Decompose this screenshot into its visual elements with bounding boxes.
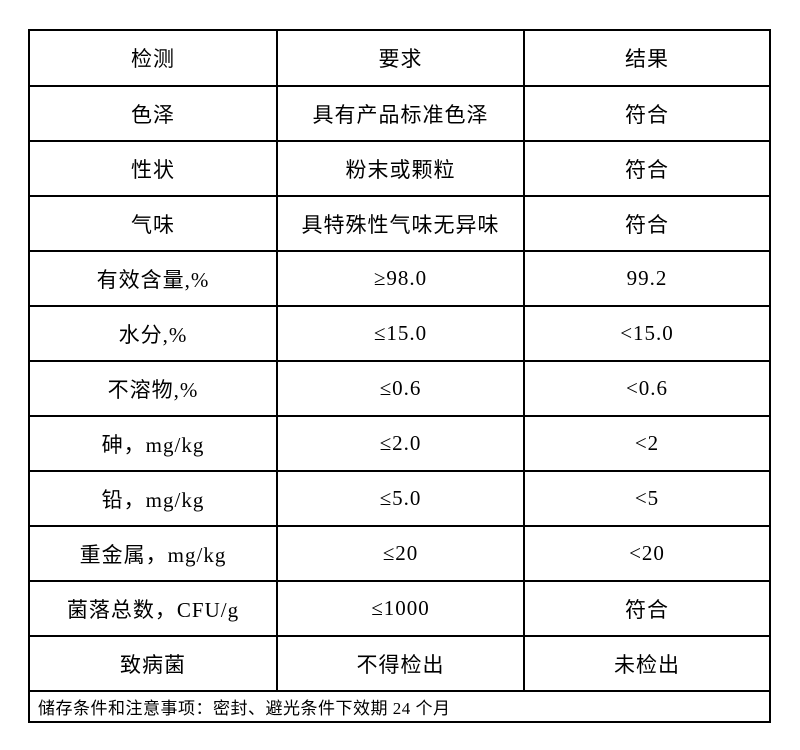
cell-result: <15.0	[523, 305, 771, 362]
cell-result: <0.6	[523, 360, 771, 417]
table-row: 气味 具特殊性气味无异味 符合	[28, 195, 771, 252]
cell-requirement: ≤1000	[276, 580, 525, 637]
cell-result: <5	[523, 470, 771, 527]
header-cell-result: 结果	[523, 29, 771, 87]
cell-result: 符合	[523, 85, 771, 142]
table-row: 水分,% ≤15.0 <15.0	[28, 305, 771, 362]
cell-test: 致病菌	[28, 635, 278, 692]
table-row: 性状 粉末或颗粒 符合	[28, 140, 771, 197]
cell-requirement: 具有产品标准色泽	[276, 85, 525, 142]
cell-requirement: ≤2.0	[276, 415, 525, 472]
cell-test: 菌落总数，CFU/g	[28, 580, 278, 637]
cell-result: 符合	[523, 140, 771, 197]
table-row: 菌落总数，CFU/g ≤1000 符合	[28, 580, 771, 637]
table-row: 不溶物,% ≤0.6 <0.6	[28, 360, 771, 417]
cell-test: 气味	[28, 195, 278, 252]
cell-result: 99.2	[523, 250, 771, 307]
cell-requirement: ≤0.6	[276, 360, 525, 417]
inspection-table: 检测 要求 结果 色泽 具有产品标准色泽 符合 性状 粉末或颗粒 符合 气味 具…	[28, 29, 771, 723]
table-footer-row: 储存条件和注意事项：密封、避光条件下效期 24 个月	[28, 690, 771, 723]
header-cell-requirement: 要求	[276, 29, 525, 87]
header-cell-test: 检测	[28, 29, 278, 87]
table-row: 重金属，mg/kg ≤20 <20	[28, 525, 771, 582]
cell-result: 符合	[523, 195, 771, 252]
cell-result: <20	[523, 525, 771, 582]
cell-test: 色泽	[28, 85, 278, 142]
cell-test: 有效含量,%	[28, 250, 278, 307]
cell-requirement: ≤15.0	[276, 305, 525, 362]
cell-requirement: 不得检出	[276, 635, 525, 692]
table-row: 致病菌 不得检出 未检出	[28, 635, 771, 692]
cell-test: 铅，mg/kg	[28, 470, 278, 527]
storage-note: 储存条件和注意事项：密封、避光条件下效期 24 个月	[28, 690, 771, 723]
cell-test: 砷，mg/kg	[28, 415, 278, 472]
cell-requirement: 具特殊性气味无异味	[276, 195, 525, 252]
cell-requirement: ≤20	[276, 525, 525, 582]
table-row: 色泽 具有产品标准色泽 符合	[28, 85, 771, 142]
cell-test: 不溶物,%	[28, 360, 278, 417]
table-row: 有效含量,% ≥98.0 99.2	[28, 250, 771, 307]
cell-requirement: ≥98.0	[276, 250, 525, 307]
table-row: 铅，mg/kg ≤5.0 <5	[28, 470, 771, 527]
cell-test: 重金属，mg/kg	[28, 525, 278, 582]
cell-requirement: 粉末或颗粒	[276, 140, 525, 197]
cell-result: <2	[523, 415, 771, 472]
cell-test: 水分,%	[28, 305, 278, 362]
cell-result: 符合	[523, 580, 771, 637]
cell-result: 未检出	[523, 635, 771, 692]
cell-test: 性状	[28, 140, 278, 197]
table-header-row: 检测 要求 结果	[28, 29, 771, 87]
cell-requirement: ≤5.0	[276, 470, 525, 527]
table-row: 砷，mg/kg ≤2.0 <2	[28, 415, 771, 472]
